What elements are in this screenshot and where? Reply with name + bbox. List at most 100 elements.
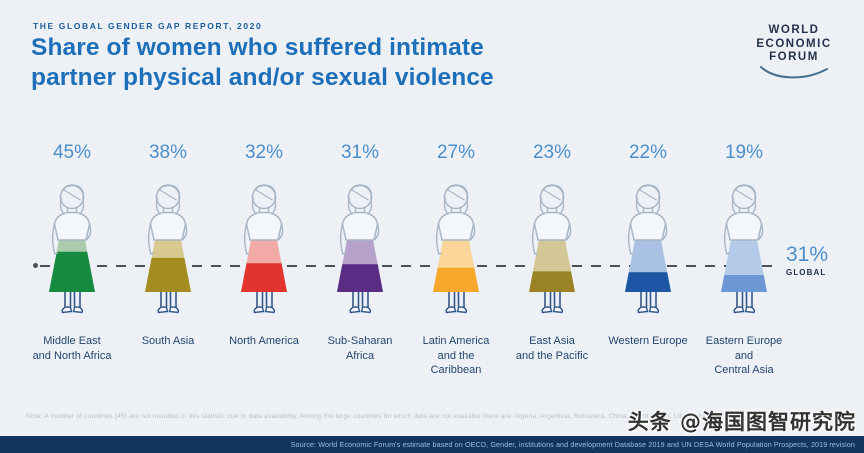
legs-outline (64, 292, 81, 307)
global-callout: 31% GLOBAL (786, 243, 828, 277)
region-column: 27% Latin America and the Caribbean (408, 140, 504, 378)
right-arm-outline (470, 223, 476, 240)
left-arm-outline (243, 223, 251, 255)
blouse-outline (450, 207, 462, 213)
region-column: 32% North America (216, 140, 312, 378)
skirt-solid (145, 257, 191, 292)
percent-label: 32% (244, 142, 284, 163)
woman-figure-icon (721, 184, 767, 314)
source-bar: Source: World Economic Forum's estimate … (0, 436, 864, 453)
source-text: Source: World Economic Forum's estimate … (290, 440, 855, 449)
percent-label: 38% (148, 142, 188, 163)
page-title: Share of women who suffered intimate par… (31, 34, 494, 91)
hair-icon (251, 184, 277, 214)
shoes-icon (541, 306, 564, 314)
right-arm-outline (758, 223, 764, 240)
torso-outline (437, 211, 475, 241)
percent-label: 22% (628, 142, 668, 163)
right-arm-outline (662, 223, 668, 240)
percent-label: 19% (724, 142, 764, 163)
region-label: Latin America and the Caribbean (422, 335, 490, 377)
legs-outline (352, 292, 369, 307)
woman-figure-icon (49, 184, 95, 314)
blouse-outline (354, 207, 366, 213)
global-label: GLOBAL (786, 268, 827, 277)
torso-outline (533, 211, 571, 241)
torso-outline (53, 211, 91, 241)
torso-outline (341, 211, 379, 241)
wef-logo-word: ECONOMIC (756, 37, 832, 50)
legs-outline (736, 292, 753, 307)
legs-outline (544, 292, 561, 307)
woman-figure-icon (433, 184, 479, 314)
skirt-solid (49, 251, 95, 292)
hair-icon (347, 184, 373, 214)
hair-icon (539, 184, 565, 214)
left-arm-outline (51, 223, 59, 255)
skirt-solid (721, 275, 767, 292)
left-arm-outline (627, 223, 635, 255)
percent-label: 45% (52, 142, 92, 163)
legs-outline (448, 292, 465, 307)
region-label: Sub-Saharan Africa (327, 335, 393, 362)
watermark: 头条 @海国图智研究院 (627, 410, 856, 434)
figures-row: 45% Middle East and North Africa 38% (24, 140, 792, 378)
blouse-outline (738, 207, 750, 213)
region-column: 45% Middle East and North Africa (24, 140, 120, 378)
right-arm-outline (566, 223, 572, 240)
footnote: Note: A number of countries (45) are not… (26, 413, 744, 420)
woman-figure-icon (241, 184, 287, 314)
region-label: South Asia (141, 335, 195, 347)
region-label: Middle East and North Africa (32, 335, 112, 362)
region-column: 19% Eastern Europe and Central Asia (696, 140, 792, 378)
right-arm-outline (278, 223, 284, 240)
skirt-solid (337, 264, 383, 292)
blouse-outline (642, 207, 654, 213)
torso-outline (245, 211, 283, 241)
blouse-outline (162, 207, 174, 213)
shoes-icon (733, 306, 756, 314)
wef-logo-word: WORLD (768, 24, 820, 36)
left-arm-outline (531, 223, 539, 255)
global-line-dot (33, 263, 38, 268)
legs-outline (160, 292, 177, 307)
left-arm-outline (435, 223, 443, 255)
skirt-solid (529, 271, 575, 292)
hair-icon (443, 184, 469, 214)
woman-figure-icon (625, 184, 671, 314)
hair-icon (155, 184, 181, 214)
shoes-icon (445, 306, 468, 314)
torso-outline (725, 211, 763, 241)
region-label: East Asia and the Pacific (515, 335, 589, 362)
global-reference-line (40, 265, 778, 267)
skirt-solid (625, 272, 671, 292)
skirt-solid (433, 267, 479, 292)
blouse-outline (258, 207, 270, 213)
region-column: 23% East Asia and the Pacific (504, 140, 600, 378)
torso-outline (149, 211, 187, 241)
percent-label: 27% (436, 142, 476, 163)
hair-icon (731, 184, 757, 214)
blouse-outline (546, 207, 558, 213)
region-label: Western Europe (608, 335, 688, 347)
woman-figure-icon (145, 184, 191, 314)
shoes-icon (349, 306, 372, 314)
percent-label: 31% (340, 142, 380, 163)
shoes-icon (637, 306, 660, 314)
left-arm-outline (147, 223, 155, 255)
hair-icon (635, 184, 661, 214)
torso-outline (629, 211, 667, 241)
region-column: 22% Western Europe (600, 140, 696, 378)
wef-logo: WORLD ECONOMIC FORUM (746, 24, 842, 82)
legs-outline (640, 292, 657, 307)
left-arm-outline (723, 223, 731, 255)
right-arm-outline (86, 223, 92, 240)
legs-outline (256, 292, 273, 307)
shoes-icon (61, 306, 84, 314)
skirt-solid (241, 263, 287, 292)
left-arm-outline (339, 223, 347, 255)
percent-label: 23% (532, 142, 572, 163)
woman-figure-icon (529, 184, 575, 314)
blouse-outline (66, 207, 78, 213)
